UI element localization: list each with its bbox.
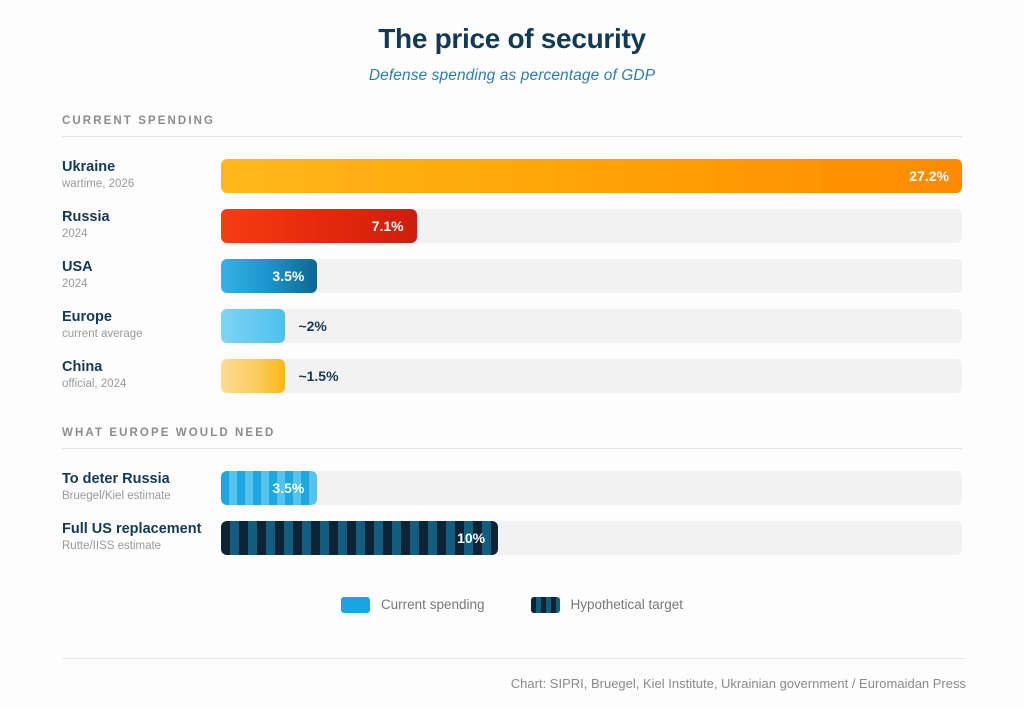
section-what-europe-would-need: WHAT EUROPE WOULD NEED To deter Russia B… — [62, 427, 962, 563]
table-row[interactable]: China official, 2024 ~1.5% — [62, 351, 962, 401]
source-credit: Chart: SIPRI, Bruegel, Kiel Institute, U… — [510, 676, 966, 691]
bar-rows-needed: To deter Russia Bruegel/Kiel estimate 3.… — [62, 463, 962, 563]
row-sublabel: 2024 — [62, 278, 88, 291]
table-row[interactable]: Europe current average ~2% — [62, 301, 962, 351]
legend-swatch-icon-current — [340, 596, 370, 613]
row-sublabel: Rutte/IISS estimate — [62, 540, 162, 553]
bar-deter-russia[interactable]: 3.5% — [221, 470, 318, 505]
bar-ukraine[interactable]: 27.2% — [221, 158, 962, 193]
bar-value-deter-russia: 3.5% — [272, 479, 305, 496]
row-label-russia: Russia 2024 — [62, 209, 221, 242]
bar-track-full-us-replacement: 10% — [221, 520, 962, 555]
table-row[interactable]: Russia 2024 7.1% — [62, 201, 962, 251]
row-label-ukraine: Ukraine wartime, 2026 — [62, 159, 221, 192]
bar-europe[interactable] — [221, 308, 286, 343]
row-sublabel: current average — [62, 328, 143, 341]
bar-track-usa: 3.5% — [221, 258, 962, 293]
row-label-full-us-replacement: Full US replacement Rutte/IISS estimate — [62, 521, 221, 554]
row-sublabel: wartime, 2026 — [62, 178, 135, 191]
legend-label-current: Current spending — [380, 597, 485, 613]
section-current-spending: CURRENT SPENDING Ukraine wartime, 2026 2… — [62, 115, 962, 401]
chart-header: The price of security Defense spending a… — [0, 0, 1024, 85]
table-row[interactable]: To deter Russia Bruegel/Kiel estimate 3.… — [62, 463, 962, 513]
bar-value-ukraine: 27.2% — [909, 167, 949, 184]
section-title-needed: WHAT EUROPE WOULD NEED — [62, 426, 276, 439]
row-sublabel: 2024 — [62, 228, 88, 241]
bar-track-russia: 7.1% — [221, 208, 962, 243]
table-row[interactable]: Full US replacement Rutte/IISS estimate … — [62, 513, 962, 563]
chart-body: CURRENT SPENDING Ukraine wartime, 2026 2… — [0, 115, 1024, 613]
bar-track-ukraine: 27.2% — [221, 158, 962, 193]
table-row[interactable]: Ukraine wartime, 2026 27.2% — [62, 151, 962, 201]
row-label-china: China official, 2024 — [62, 359, 221, 392]
row-name: Ukraine — [62, 159, 116, 176]
row-label-europe: Europe current average — [62, 309, 221, 342]
bar-rows-current: Ukraine wartime, 2026 27.2% Russia 2024 — [62, 151, 962, 401]
section-divider-needed — [62, 447, 962, 449]
row-name: Full US replacement — [62, 521, 202, 538]
row-sublabel: official, 2024 — [62, 378, 127, 391]
legend-swatch-icon-target — [530, 596, 560, 613]
bar-value-china: ~1.5% — [298, 367, 339, 384]
page-subtitle: Defense spending as percentage of GDP — [368, 66, 656, 84]
table-row[interactable]: USA 2024 3.5% — [62, 251, 962, 301]
legend-label-target: Hypothetical target — [570, 597, 684, 613]
bar-full-us-replacement[interactable]: 10% — [221, 520, 499, 555]
bar-track-deter-russia: 3.5% — [221, 470, 962, 505]
row-name: To deter Russia — [62, 471, 170, 488]
row-name: Europe — [62, 309, 112, 326]
row-name: Russia — [62, 209, 110, 226]
bar-track-china: ~1.5% — [221, 358, 962, 393]
section-divider-current — [62, 135, 962, 137]
page-title: The price of security — [378, 23, 646, 54]
row-label-deter-russia: To deter Russia Bruegel/Kiel estimate — [62, 471, 221, 504]
row-name: China — [62, 359, 103, 376]
bar-value-russia: 7.1% — [371, 217, 404, 234]
bar-usa[interactable]: 3.5% — [221, 258, 318, 293]
bar-russia[interactable]: 7.1% — [221, 208, 417, 243]
bar-track-europe: ~2% — [221, 308, 962, 343]
bar-value-usa: 3.5% — [272, 267, 305, 284]
section-title-current: CURRENT SPENDING — [62, 114, 216, 127]
row-sublabel: Bruegel/Kiel estimate — [62, 490, 171, 503]
footer-divider — [62, 658, 966, 659]
bar-china[interactable] — [221, 358, 286, 393]
chart-legend: Current spending Hypothetical target — [62, 596, 962, 613]
bar-value-europe: ~2% — [298, 317, 327, 334]
bar-value-full-us-replacement: 10% — [457, 529, 486, 546]
legend-item-hypothetical-target[interactable]: Hypothetical target — [530, 596, 684, 613]
legend-item-current-spending[interactable]: Current spending — [340, 596, 485, 613]
row-label-usa: USA 2024 — [62, 259, 221, 292]
row-name: USA — [62, 259, 93, 276]
